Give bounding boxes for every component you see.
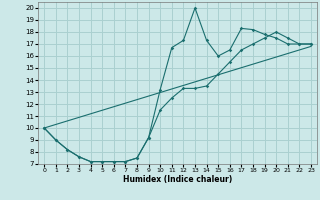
X-axis label: Humidex (Indice chaleur): Humidex (Indice chaleur) [123, 175, 232, 184]
